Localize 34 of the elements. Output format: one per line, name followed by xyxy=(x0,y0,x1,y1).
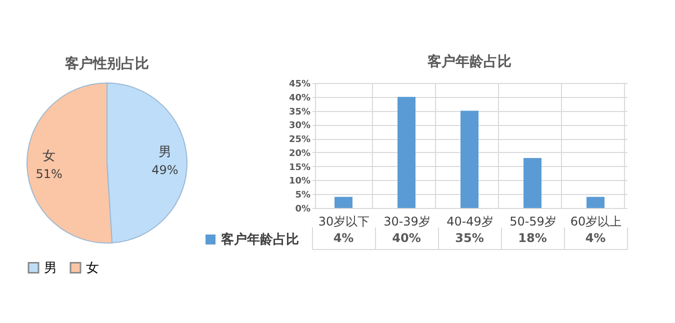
bar xyxy=(460,110,478,208)
y-tick-label: 40% xyxy=(288,93,310,104)
x-tick-label: 50-59岁 xyxy=(510,214,556,228)
y-tick-label: 15% xyxy=(288,162,310,173)
x-tick-label: 60岁以上 xyxy=(570,214,622,228)
y-tick-label: 10% xyxy=(288,176,310,187)
data-label: 4% xyxy=(333,231,354,245)
y-tick-label: 20% xyxy=(288,148,310,159)
bar xyxy=(586,196,604,208)
bar xyxy=(398,96,416,208)
x-tick-label: 30-39岁 xyxy=(384,214,430,228)
y-tick-label: 30% xyxy=(288,121,310,132)
legend-label: 客户年龄占比 xyxy=(220,232,299,248)
data-label: 35% xyxy=(455,231,484,245)
x-tick-label: 40-49岁 xyxy=(446,214,494,228)
data-label: 18% xyxy=(518,231,547,245)
data-label: 49% xyxy=(152,163,178,178)
bar xyxy=(524,158,542,208)
y-tick-label: 35% xyxy=(288,107,310,118)
x-tick-label: 30岁以下 xyxy=(318,214,370,228)
legend-label: 男 xyxy=(44,260,57,276)
slice-label: 男 xyxy=(158,145,172,160)
data-label: 40% xyxy=(392,231,421,245)
slice-label: 女 xyxy=(42,148,56,164)
y-tick-label: 5% xyxy=(295,190,310,201)
chart-title: 客户年龄占比 xyxy=(426,53,512,70)
y-tick-label: 45% xyxy=(288,80,310,90)
data-label: 4% xyxy=(585,231,606,245)
y-tick-label: 25% xyxy=(288,135,310,146)
chart-title: 客户性别占比 xyxy=(64,55,149,72)
legend-label: 女 xyxy=(86,260,99,276)
bar xyxy=(334,196,352,208)
y-tick-label: 0% xyxy=(295,204,310,214)
data-label: 51% xyxy=(36,166,62,181)
